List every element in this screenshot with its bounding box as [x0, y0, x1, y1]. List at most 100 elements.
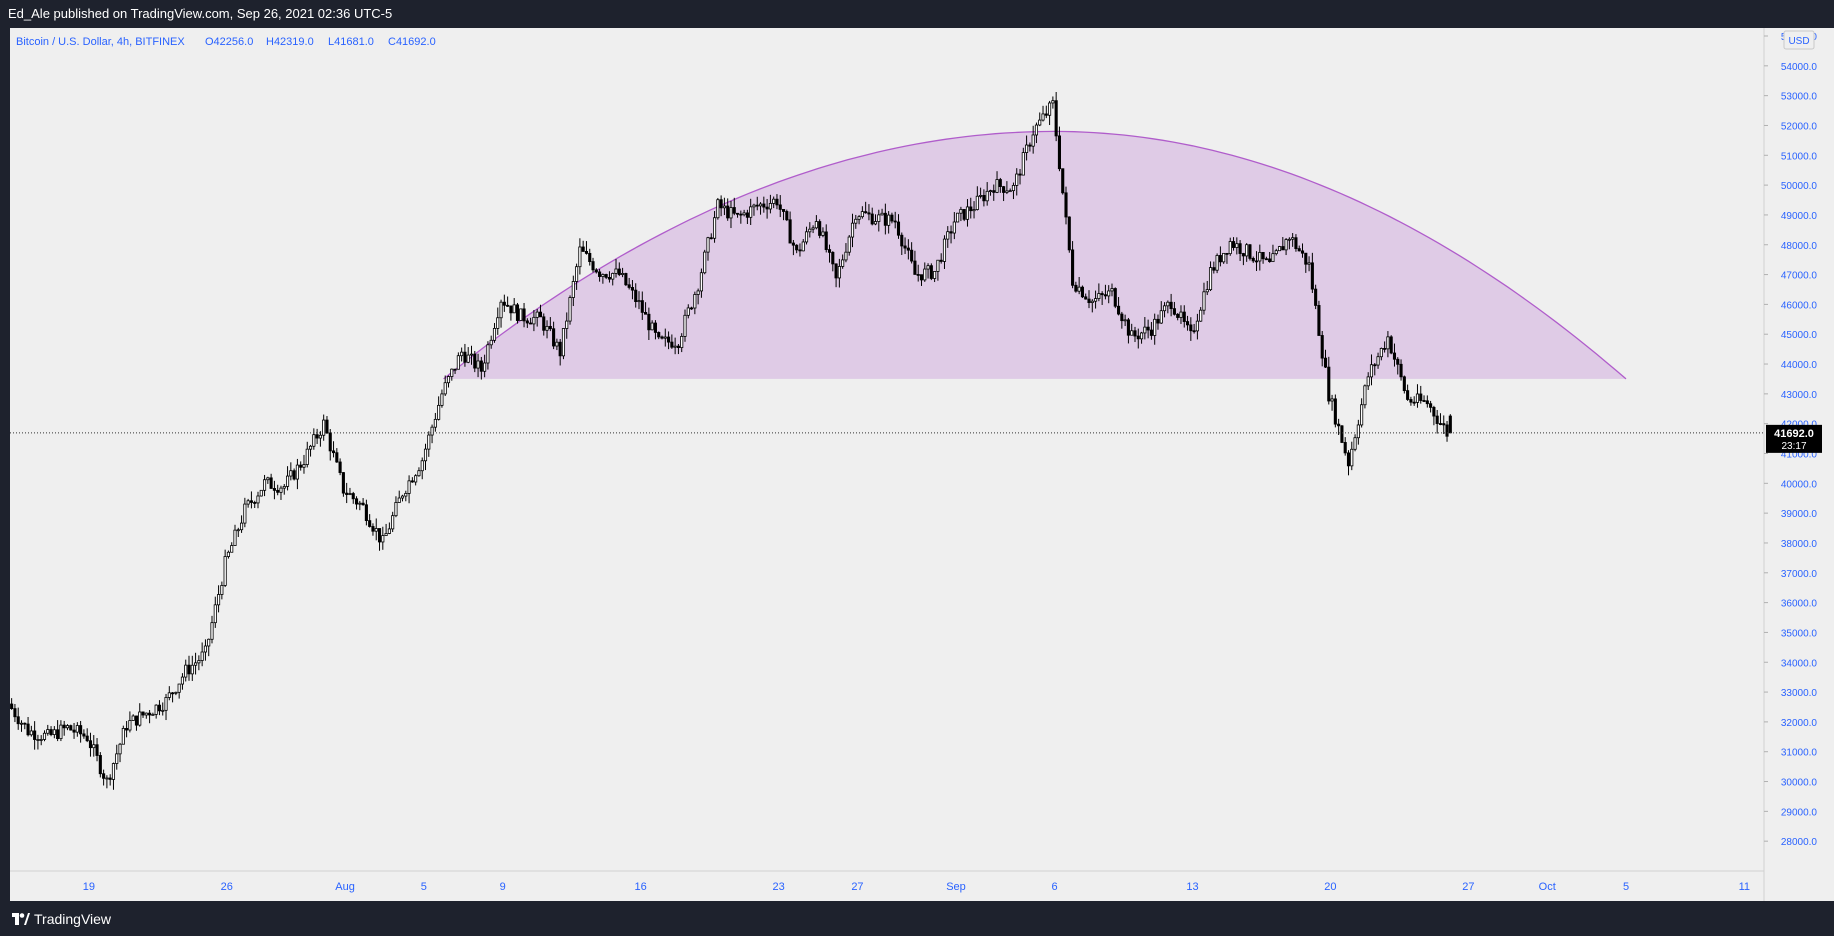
- candle-body: [887, 214, 891, 226]
- candle-body: [739, 213, 743, 216]
- candle-body: [197, 660, 201, 664]
- candle-body: [640, 300, 644, 313]
- candle-body: [1310, 262, 1314, 290]
- candle-body: [207, 638, 211, 647]
- candle-body: [1005, 190, 1009, 193]
- candle-body: [368, 520, 372, 527]
- candle-body: [850, 222, 855, 238]
- candle-body: [532, 316, 536, 325]
- candle-body: [1011, 185, 1016, 192]
- candle-body: [36, 739, 40, 741]
- chart-svg[interactable]: Bitcoin / U.S. Dollar, 4h, BITFINEX O422…: [10, 28, 1834, 901]
- candle-body: [79, 725, 83, 735]
- candle-body: [1002, 186, 1006, 193]
- candle-body: [992, 190, 996, 193]
- candle-body: [854, 218, 858, 224]
- candle-body: [571, 281, 575, 298]
- footer-brand: TradingView: [34, 910, 112, 927]
- candle-body: [75, 725, 79, 733]
- candle-body: [351, 493, 355, 500]
- candle-body: [42, 732, 47, 740]
- candle-body: [361, 502, 365, 506]
- candle-body: [46, 729, 50, 734]
- candle-body: [397, 497, 401, 503]
- candle-body: [348, 493, 352, 495]
- candle-body: [1350, 448, 1354, 467]
- candle-body: [98, 755, 102, 775]
- candle-body: [670, 341, 674, 348]
- candle-body: [1317, 305, 1321, 336]
- candle-body: [338, 461, 342, 473]
- x-tick-label: 11: [1739, 881, 1750, 893]
- candle-body: [732, 207, 736, 214]
- candle-body: [1021, 152, 1025, 176]
- candle-body: [1373, 364, 1377, 367]
- y-tick-label: 36000.0: [1781, 599, 1818, 610]
- candle-body: [1100, 293, 1104, 296]
- candle-body: [39, 739, 43, 741]
- candle-body: [726, 205, 730, 219]
- candle-body: [1015, 173, 1019, 186]
- candle-body: [1149, 329, 1153, 336]
- candle-body: [1110, 288, 1114, 292]
- candle-body: [942, 238, 947, 262]
- candle-body: [1048, 102, 1052, 116]
- candle-body: [548, 325, 552, 330]
- x-tick-label: 20: [1324, 881, 1336, 893]
- candle-body: [982, 195, 986, 202]
- candle-body: [128, 720, 132, 731]
- candle-body: [308, 445, 313, 450]
- candle-body: [558, 341, 562, 357]
- candle-body: [1442, 423, 1446, 426]
- candle-body: [302, 464, 306, 468]
- candle-body: [880, 212, 884, 216]
- candle-body: [1179, 311, 1183, 318]
- y-tick-label: 31000.0: [1781, 748, 1818, 759]
- candle-body: [1041, 113, 1045, 121]
- candle-body: [1300, 250, 1305, 254]
- candle-body: [154, 704, 158, 715]
- candle-body: [167, 692, 171, 698]
- time-axis[interactable]: 19 26 Aug 5 9 16 23 27 Sep 6 13 20 27 Oct 5 11: [83, 881, 1750, 893]
- candle-body: [647, 313, 651, 331]
- candle-body: [699, 272, 703, 292]
- chart-area[interactable]: Bitcoin / U.S. Dollar, 4h, BITFINEX O422…: [10, 28, 1834, 901]
- candle-body: [226, 551, 230, 557]
- candle-body: [499, 301, 503, 319]
- candle-body: [223, 556, 227, 586]
- x-tick-label: 26: [221, 881, 233, 893]
- candle-body: [509, 305, 513, 314]
- candle-body: [607, 277, 611, 280]
- candle-body: [1146, 326, 1150, 331]
- candle-body: [795, 244, 799, 251]
- candle-body: [387, 528, 391, 534]
- candle-body: [1422, 400, 1426, 402]
- candle-body: [62, 724, 66, 729]
- candle-body: [95, 744, 99, 756]
- countdown-label: 23:17: [1781, 441, 1806, 452]
- candle-body: [131, 715, 135, 721]
- candle-body: [279, 487, 283, 493]
- y-tick-label: 48000.0: [1781, 241, 1818, 252]
- candle-body: [864, 211, 868, 214]
- candle-body: [693, 294, 697, 309]
- candle-body: [82, 733, 86, 737]
- candle-body: [1025, 144, 1029, 153]
- candle-body: [1419, 393, 1423, 401]
- candle-body: [1163, 305, 1167, 312]
- candle-body: [1241, 253, 1245, 257]
- currency-label[interactable]: USD: [1783, 30, 1815, 50]
- candle-body: [26, 723, 30, 736]
- candle-body: [1126, 319, 1130, 336]
- candle-body: [1366, 376, 1370, 387]
- candle-body: [538, 311, 543, 318]
- candle-body: [713, 217, 717, 239]
- candle-body: [1245, 244, 1249, 257]
- candle-body: [1327, 366, 1331, 402]
- candle-body: [151, 713, 155, 716]
- candle-body: [1251, 257, 1255, 262]
- candle-body: [105, 777, 109, 780]
- candle-body: [604, 274, 608, 278]
- candle-body: [1205, 289, 1209, 293]
- candle-body: [295, 464, 299, 480]
